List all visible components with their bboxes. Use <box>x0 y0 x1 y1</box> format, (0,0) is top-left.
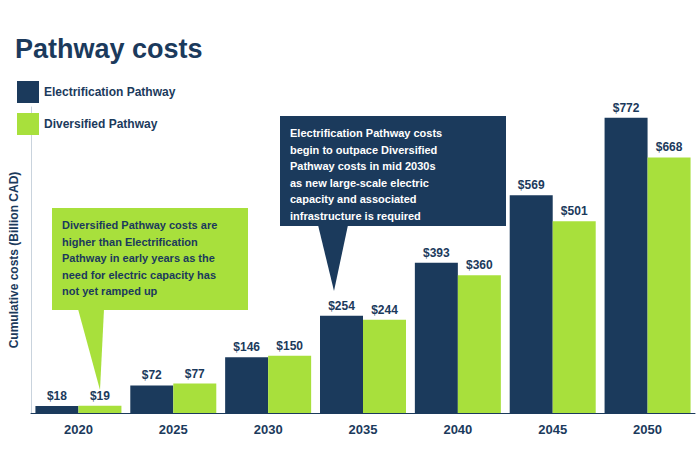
svg-text:Pathway costs in mid 2030s: Pathway costs in mid 2030s <box>290 160 436 172</box>
svg-text:$18: $18 <box>47 389 67 403</box>
svg-text:2050: 2050 <box>633 422 662 437</box>
svg-text:2020: 2020 <box>64 422 93 437</box>
svg-text:$668: $668 <box>656 140 683 154</box>
svg-text:capacity and associated: capacity and associated <box>290 193 417 205</box>
svg-text:$569: $569 <box>518 178 545 192</box>
svg-text:$772: $772 <box>613 101 640 115</box>
svg-text:$254: $254 <box>328 299 355 313</box>
svg-text:Diversified Pathway costs are: Diversified Pathway costs are <box>62 219 217 231</box>
svg-text:$19: $19 <box>90 389 110 403</box>
svg-text:$77: $77 <box>185 367 205 381</box>
svg-text:2025: 2025 <box>159 422 188 437</box>
svg-text:as new large-scale electric: as new large-scale electric <box>290 177 429 189</box>
svg-text:not yet ramped up: not yet ramped up <box>62 285 158 297</box>
svg-text:$72: $72 <box>142 368 162 382</box>
svg-text:$360: $360 <box>466 258 493 272</box>
svg-text:Electrification Pathway costs: Electrification Pathway costs <box>290 127 442 139</box>
svg-text:need for electric capacity has: need for electric capacity has <box>62 269 216 281</box>
svg-text:Pathway costs: Pathway costs <box>15 34 203 64</box>
svg-text:$146: $146 <box>233 340 260 354</box>
svg-text:Electrification Pathway: Electrification Pathway <box>44 85 176 99</box>
svg-text:Diversified Pathway: Diversified Pathway <box>44 117 158 131</box>
svg-text:2030: 2030 <box>254 422 283 437</box>
svg-text:2040: 2040 <box>443 422 472 437</box>
svg-text:$244: $244 <box>371 303 398 317</box>
svg-text:2035: 2035 <box>349 422 378 437</box>
svg-text:$150: $150 <box>276 339 303 353</box>
svg-text:begin to outpace Diversified: begin to outpace Diversified <box>290 144 437 156</box>
svg-text:Cumulative costs (Billion CAD): Cumulative costs (Billion CAD) <box>7 172 21 349</box>
svg-text:higher than Electrification: higher than Electrification <box>62 236 198 248</box>
svg-text:$393: $393 <box>423 246 450 260</box>
svg-text:infrastructure is required: infrastructure is required <box>290 210 421 222</box>
svg-text:2045: 2045 <box>538 422 567 437</box>
svg-text:Pathway in early years as the: Pathway in early years as the <box>62 252 215 264</box>
svg-text:$501: $501 <box>561 204 588 218</box>
